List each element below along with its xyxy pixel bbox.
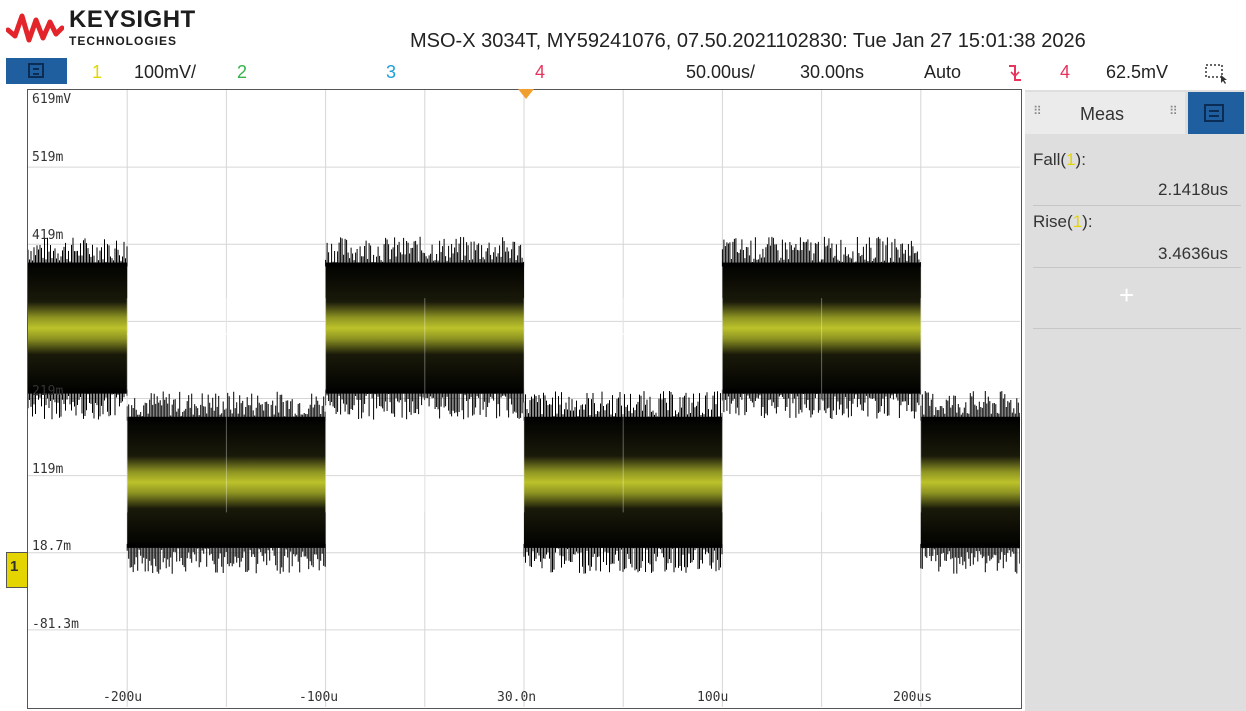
device-info: MSO-X 3034T, MY59241076, 07.50.202110283… <box>410 30 1086 52</box>
time-label: -100u <box>299 690 339 705</box>
menu-icon <box>28 63 44 78</box>
time-delay[interactable]: 30.00ns <box>800 62 865 82</box>
channel-1-indicator[interactable]: 1 <box>92 62 103 82</box>
rise-measurement-value: 3.4636us <box>1158 244 1228 263</box>
fall-measurement-value: 2.1418us <box>1158 180 1228 199</box>
timebase-scale[interactable]: 50.00us/ <box>686 62 756 82</box>
measurement-sidebar <box>1025 90 1246 711</box>
main-menu-button[interactable] <box>6 58 67 84</box>
voltage-label: 18.7m <box>32 539 72 554</box>
tab-meas[interactable]: ⠿ Meas ⠿ <box>1025 92 1185 134</box>
keysight-logo-icon <box>6 13 64 43</box>
voltage-label: 419m <box>32 228 64 243</box>
status-bar: 1 100mV/ 2 3 4 50.00us/ 30.00ns Auto 4 6… <box>0 58 1246 88</box>
time-label: 30.0n <box>497 690 537 705</box>
waveform-display[interactable] <box>28 90 1020 707</box>
zoom-select-icon[interactable] <box>1204 62 1230 84</box>
channel-1-scale[interactable]: 100mV/ <box>134 62 197 82</box>
voltage-label: 519m <box>32 150 64 165</box>
trigger-mode[interactable]: Auto <box>924 62 962 82</box>
menu-icon <box>1204 104 1224 122</box>
voltage-label: -81.3m <box>32 617 79 632</box>
channel-2-indicator[interactable]: 2 <box>237 62 248 82</box>
time-label: 100u <box>697 690 729 705</box>
add-measurement-button[interactable]: + <box>1119 280 1135 310</box>
divider <box>1033 328 1241 329</box>
time-label: -200u <box>103 690 143 705</box>
brand-subtitle: TECHNOLOGIES <box>69 34 178 48</box>
drag-handle-icon[interactable]: ⠿ <box>1033 104 1042 118</box>
divider <box>1033 205 1241 206</box>
voltage-label: 119m <box>32 462 64 477</box>
voltage-label: 219m <box>32 384 64 399</box>
channel-3-indicator[interactable]: 3 <box>386 62 397 82</box>
channel-1-ground-marker[interactable]: 1 <box>6 552 28 588</box>
fall-measurement-label: Fall(1): <box>1033 150 1086 169</box>
time-label: 200us <box>893 690 933 705</box>
tab-meas-label: Meas <box>1080 104 1125 124</box>
trigger-level[interactable]: 62.5mV <box>1106 62 1169 82</box>
voltage-label: 619mV <box>32 92 72 107</box>
brand-name: KEYSIGHT <box>69 6 196 33</box>
drag-handle-icon[interactable]: ⠿ <box>1169 104 1178 118</box>
rise-measurement-label: Rise(1): <box>1033 212 1093 231</box>
channel-1-trace <box>28 236 1020 574</box>
channel-4-indicator[interactable]: 4 <box>535 62 546 82</box>
sidebar-menu-button[interactable] <box>1188 92 1244 134</box>
trigger-source[interactable]: 4 <box>1060 62 1071 82</box>
falling-edge-icon <box>1009 65 1021 81</box>
divider <box>1033 267 1241 268</box>
trigger-position-marker-icon <box>518 89 534 99</box>
